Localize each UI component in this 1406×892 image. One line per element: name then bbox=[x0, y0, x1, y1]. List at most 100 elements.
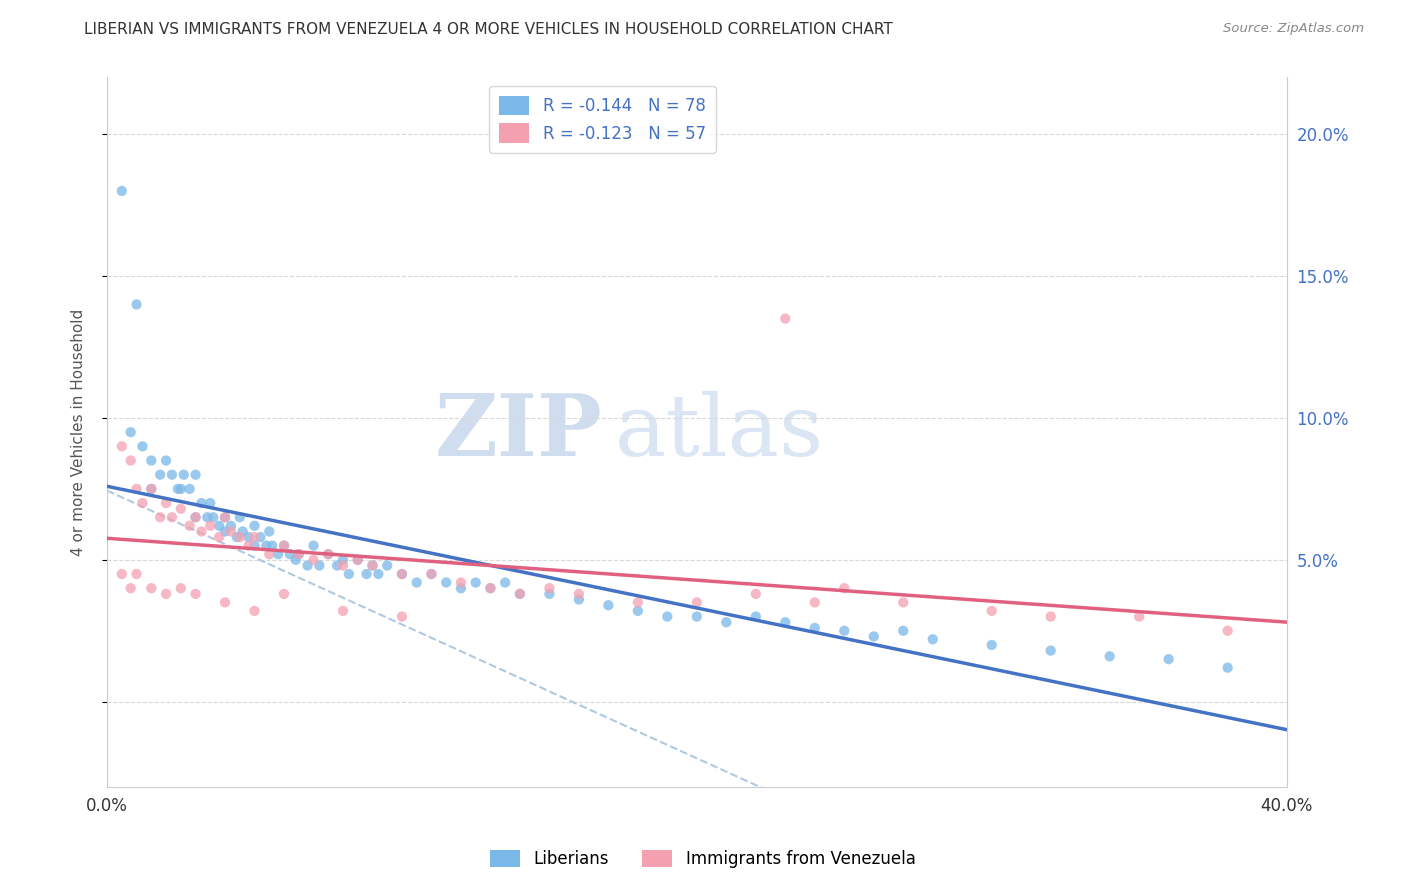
Point bbox=[302, 539, 325, 553]
Point bbox=[190, 496, 212, 510]
Point bbox=[219, 524, 242, 539]
Point bbox=[332, 558, 354, 573]
Point bbox=[125, 482, 148, 496]
Point bbox=[243, 518, 266, 533]
Point bbox=[686, 609, 709, 624]
Point bbox=[627, 595, 650, 609]
Point bbox=[891, 595, 914, 609]
Point bbox=[450, 581, 472, 595]
Point bbox=[131, 496, 153, 510]
Point bbox=[160, 467, 183, 482]
Point bbox=[179, 518, 201, 533]
Point bbox=[141, 453, 163, 467]
Point bbox=[155, 453, 177, 467]
Point bbox=[1098, 649, 1121, 664]
Point bbox=[160, 510, 183, 524]
Point bbox=[208, 530, 231, 544]
Point bbox=[316, 547, 339, 561]
Point bbox=[538, 581, 561, 595]
Point bbox=[361, 558, 384, 573]
Point bbox=[316, 547, 339, 561]
Point bbox=[184, 510, 207, 524]
Text: atlas: atlas bbox=[614, 391, 824, 474]
Point bbox=[149, 467, 172, 482]
Point bbox=[120, 453, 142, 467]
Point bbox=[120, 425, 142, 439]
Point bbox=[184, 467, 207, 482]
Point bbox=[434, 575, 457, 590]
Point bbox=[200, 518, 222, 533]
Point bbox=[219, 518, 242, 533]
Point bbox=[243, 604, 266, 618]
Point bbox=[391, 567, 413, 582]
Point bbox=[259, 524, 281, 539]
Point bbox=[229, 510, 252, 524]
Point bbox=[332, 553, 354, 567]
Point bbox=[214, 524, 236, 539]
Point bbox=[1039, 609, 1062, 624]
Point bbox=[356, 567, 378, 582]
Point bbox=[249, 530, 271, 544]
Point bbox=[200, 496, 222, 510]
Point bbox=[538, 587, 561, 601]
Point bbox=[494, 575, 516, 590]
Point bbox=[346, 553, 368, 567]
Point bbox=[921, 632, 943, 647]
Point bbox=[125, 297, 148, 311]
Point bbox=[111, 184, 134, 198]
Point bbox=[1216, 624, 1239, 638]
Point bbox=[131, 439, 153, 453]
Point bbox=[238, 539, 260, 553]
Point bbox=[125, 567, 148, 582]
Point bbox=[391, 567, 413, 582]
Point bbox=[464, 575, 486, 590]
Point bbox=[745, 587, 768, 601]
Point bbox=[804, 595, 827, 609]
Point bbox=[479, 581, 502, 595]
Point bbox=[111, 439, 134, 453]
Point bbox=[980, 604, 1002, 618]
Point bbox=[141, 581, 163, 595]
Point bbox=[273, 539, 295, 553]
Point bbox=[804, 621, 827, 635]
Point bbox=[273, 587, 295, 601]
Point bbox=[450, 575, 472, 590]
Point bbox=[302, 553, 325, 567]
Point bbox=[627, 604, 650, 618]
Point bbox=[202, 510, 225, 524]
Point bbox=[141, 482, 163, 496]
Point bbox=[375, 558, 398, 573]
Point bbox=[214, 510, 236, 524]
Point bbox=[568, 587, 591, 601]
Point bbox=[149, 510, 172, 524]
Point bbox=[179, 482, 201, 496]
Text: ZIP: ZIP bbox=[434, 390, 603, 475]
Legend: Liberians, Immigrants from Venezuela: Liberians, Immigrants from Venezuela bbox=[484, 843, 922, 875]
Point bbox=[243, 539, 266, 553]
Point bbox=[184, 587, 207, 601]
Point bbox=[287, 547, 309, 561]
Point bbox=[243, 530, 266, 544]
Point bbox=[391, 609, 413, 624]
Point bbox=[745, 609, 768, 624]
Point bbox=[832, 624, 855, 638]
Point bbox=[259, 547, 281, 561]
Point bbox=[155, 496, 177, 510]
Point bbox=[214, 595, 236, 609]
Point bbox=[980, 638, 1002, 652]
Point bbox=[832, 581, 855, 595]
Point bbox=[598, 599, 620, 613]
Point bbox=[195, 510, 218, 524]
Point bbox=[267, 547, 290, 561]
Point bbox=[420, 567, 443, 582]
Point bbox=[284, 553, 307, 567]
Point bbox=[111, 567, 134, 582]
Text: Source: ZipAtlas.com: Source: ZipAtlas.com bbox=[1223, 22, 1364, 36]
Point bbox=[346, 553, 368, 567]
Point bbox=[891, 624, 914, 638]
Point bbox=[775, 615, 797, 630]
Point bbox=[1039, 643, 1062, 657]
Point bbox=[326, 558, 349, 573]
Point bbox=[1216, 660, 1239, 674]
Point bbox=[337, 567, 360, 582]
